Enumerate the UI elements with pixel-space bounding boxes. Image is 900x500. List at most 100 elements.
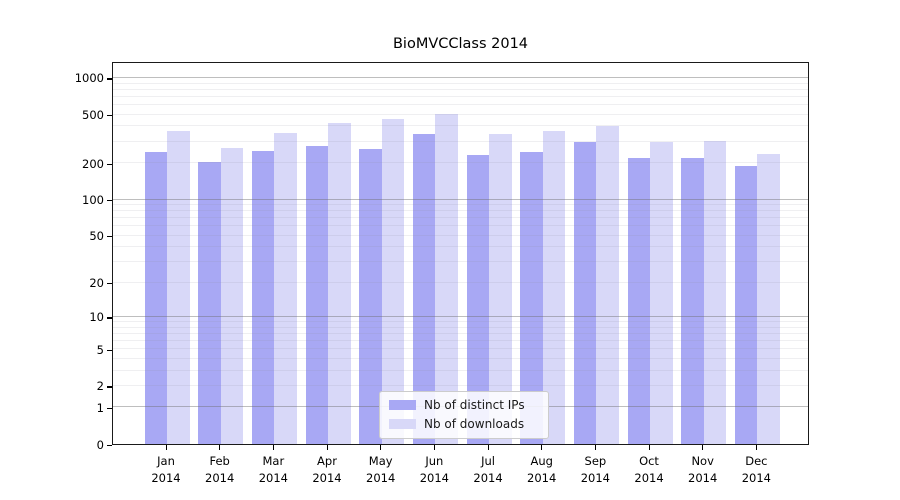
legend-row-distinct-ips: Nb of distinct IPs (389, 398, 539, 412)
bar-ips-feb (198, 162, 221, 444)
legend-row-downloads: Nb of downloads (389, 417, 539, 431)
x-tick-label-nov: Nov 2014 (688, 454, 718, 485)
y-tick-mark-5 (107, 349, 112, 351)
y-tick-label-10: 10 (89, 310, 104, 325)
gridline-10 (113, 316, 808, 317)
bar-ips-mar (251, 151, 275, 444)
bar-downloads-feb (220, 148, 244, 444)
y-tick-label-1: 1 (96, 400, 104, 415)
x-tick-mark-apr (326, 445, 328, 450)
gridline-700 (113, 95, 808, 97)
x-tick-mark-jan (165, 445, 167, 450)
bar-downloads-jan (167, 131, 190, 444)
gridline-60 (113, 225, 808, 227)
gridline-900 (113, 82, 808, 84)
x-tick-mark-mar (272, 445, 275, 450)
gridline-90 (113, 204, 808, 205)
x-tick-label-jan: Jan 2014 (151, 454, 181, 485)
bar-ips-sep (573, 142, 597, 444)
x-tick-label-oct: Oct 2014 (634, 454, 664, 485)
x-tick-mark-feb (219, 445, 221, 450)
gridline-500 (113, 113, 808, 115)
x-tick-mark-may (380, 445, 382, 450)
bar-ips-oct (627, 157, 651, 444)
gridline-20 (113, 281, 808, 283)
x-tick-label-jul: Jul 2014 (473, 454, 503, 485)
x-tick-mark-jun (433, 445, 436, 450)
bar-downloads-may (381, 118, 405, 444)
gridline-40 (113, 246, 808, 248)
gridline-5 (113, 348, 808, 350)
legend-swatch-distinct-ips (389, 400, 416, 410)
y-tick-mark-500 (107, 115, 112, 117)
y-tick-label-5: 5 (96, 342, 104, 357)
bar-ips-jul (466, 155, 490, 444)
x-tick-label-jun: Jun 2014 (419, 454, 449, 485)
gridline-1000 (113, 76, 808, 78)
y-tick-label-1000: 1000 (74, 71, 104, 86)
y-tick-label-100: 100 (82, 192, 104, 207)
gridline-9 (113, 321, 808, 322)
x-tick-label-apr: Apr 2014 (312, 454, 342, 485)
y-tick-mark-0 (107, 444, 112, 446)
x-tick-mark-nov (702, 445, 704, 450)
plot-area: Nb of distinct IPs Nb of downloads (112, 62, 809, 445)
y-tick-mark-20 (107, 283, 112, 285)
bar-ips-apr (305, 146, 328, 444)
x-tick-mark-aug (541, 445, 543, 450)
gridline-300 (113, 140, 808, 142)
y-tick-mark-50 (107, 236, 112, 238)
legend-label: Nb of downloads (424, 417, 525, 431)
gridlines-layer (113, 63, 808, 444)
gridline-400 (113, 125, 808, 127)
gridline-3 (113, 369, 808, 371)
bar-downloads-aug (542, 130, 566, 444)
gridline-30 (113, 261, 808, 263)
legend: Nb of distinct IPs Nb of downloads (379, 391, 549, 439)
x-tick-label-dec: Dec 2014 (741, 454, 771, 485)
bar-ips-dec (734, 165, 758, 444)
bar-downloads-dec (757, 154, 780, 444)
bar-ips-jan (144, 151, 167, 444)
bar-downloads-apr (328, 123, 351, 444)
x-tick-label-feb: Feb 2014 (205, 454, 235, 485)
x-tick-label-mar: Mar 2014 (258, 454, 288, 485)
y-tick-label-0: 0 (96, 437, 104, 452)
x-tick-label-may: May 2014 (366, 454, 396, 485)
gridline-7 (113, 332, 808, 334)
x-tick-label-sep: Sep 2014 (580, 454, 610, 485)
legend-swatch-downloads (389, 419, 416, 429)
gridline-4 (113, 357, 808, 359)
bar-downloads-mar (274, 132, 297, 444)
y-tick-mark-200 (107, 163, 112, 165)
x-tick-mark-dec (755, 445, 758, 450)
bars-layer (113, 63, 808, 444)
legend-label: Nb of distinct IPs (424, 398, 525, 412)
gridline-100 (113, 198, 808, 200)
x-tick-mark-oct (648, 445, 650, 450)
y-tick-label-200: 200 (82, 156, 104, 171)
gridline-50 (113, 234, 808, 236)
gridline-200 (113, 162, 808, 163)
bar-ips-nov (681, 157, 704, 444)
x-tick-mark-jul (487, 445, 489, 450)
bar-ips-aug (520, 152, 543, 444)
x-tick-mark-sep (594, 445, 597, 450)
gridline-80 (113, 210, 808, 212)
gridline-70 (113, 217, 808, 219)
bar-ips-may (359, 148, 382, 444)
y-tick-label-2: 2 (96, 379, 104, 394)
gridline-6 (113, 339, 808, 341)
bar-ips-jun (412, 133, 436, 444)
gridline-600 (113, 104, 808, 105)
y-tick-mark-1000 (107, 78, 112, 80)
y-tick-mark-10 (107, 317, 112, 319)
y-tick-mark-2 (107, 386, 112, 388)
gridline-800 (113, 88, 808, 90)
y-tick-mark-100 (107, 199, 112, 202)
gridline-8 (113, 326, 808, 328)
y-tick-label-50: 50 (89, 229, 104, 244)
x-tick-label-aug: Aug 2014 (527, 454, 557, 485)
bar-downloads-sep (596, 126, 619, 444)
